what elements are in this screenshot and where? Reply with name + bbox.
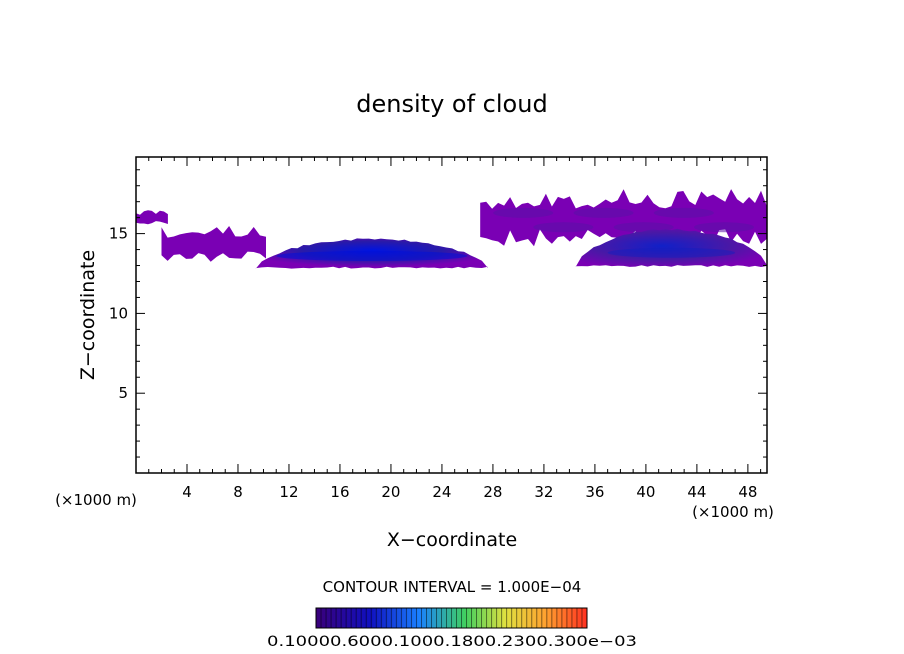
left-cloud-a — [136, 210, 168, 225]
x-tick-label: 32 — [534, 483, 553, 501]
x-tick-label: 44 — [687, 483, 706, 501]
cloud-core — [607, 247, 736, 258]
left-cloud-b — [161, 226, 266, 262]
y-axis-label: Z−coordinate — [77, 250, 99, 380]
cloud-core — [276, 250, 468, 261]
y-tick-labels: 5 10 15 — [109, 225, 767, 402]
contour-interval-label: CONTOUR INTERVAL = 1.000E−04 — [323, 578, 582, 596]
cloud-texture — [613, 222, 674, 233]
cloud-texture — [573, 207, 634, 218]
right-lower-cloud — [575, 228, 767, 267]
y-tick-label: 15 — [109, 225, 128, 243]
x-tick-label: 4 — [182, 483, 192, 501]
cloud-texture — [693, 222, 754, 233]
plot-frame — [135, 156, 768, 474]
cloud-texture — [493, 207, 554, 218]
x-tick-label: 20 — [381, 483, 400, 501]
x-minor-ticks — [148, 157, 762, 473]
cloud-texture — [653, 207, 714, 218]
x-axis-label: X−coordinate — [387, 529, 517, 551]
x-tick-labels: 4 8 12 16 20 24 28 32 36 40 44 48 — [182, 157, 757, 501]
cloud-texture — [533, 222, 594, 233]
colorbar-labels: 0.10000.6000.1000.1800.2300.300e−03 — [267, 634, 637, 650]
x-tick-label: 40 — [636, 483, 655, 501]
x-tick-label: 12 — [279, 483, 298, 501]
y-tick-label: 5 — [118, 384, 128, 402]
x-tick-label: 8 — [233, 483, 243, 501]
y-tick-label: 10 — [109, 304, 128, 322]
colorbar — [315, 607, 588, 629]
x-unit-right: (×1000 m) — [692, 503, 774, 521]
x-tick-label: 48 — [738, 483, 757, 501]
chart-title: density of cloud — [356, 90, 547, 118]
cloud-regions — [136, 189, 767, 269]
x-tick-label: 28 — [483, 483, 502, 501]
x-tick-label: 16 — [330, 483, 349, 501]
x-tick-label: 36 — [585, 483, 604, 501]
x-unit-left: (×1000 m) — [55, 491, 137, 509]
x-tick-label: 24 — [432, 483, 451, 501]
colorbar-lines — [315, 608, 588, 628]
y-minor-ticks — [136, 169, 767, 458]
